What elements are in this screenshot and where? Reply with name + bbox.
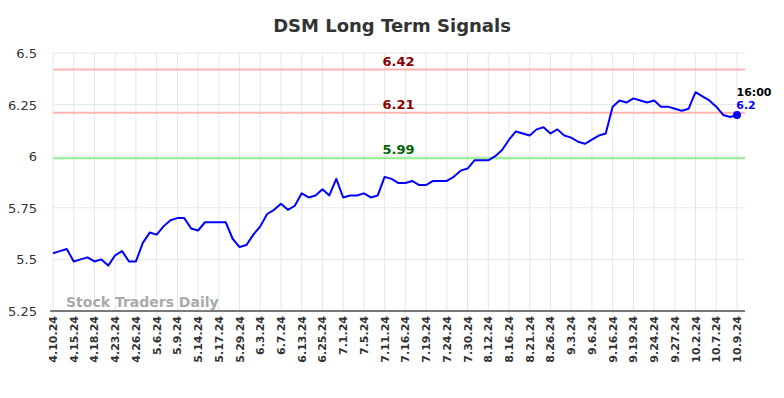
grid-line — [591, 53, 592, 311]
grid-line — [654, 53, 655, 311]
grid-line — [571, 53, 572, 311]
grid-line — [529, 53, 530, 311]
grid-line — [94, 53, 95, 311]
grid-line — [218, 53, 219, 311]
x-tick-label: 9.27.24 — [669, 316, 682, 363]
grid-line — [73, 53, 74, 311]
x-tick-label: 9.19.24 — [627, 316, 640, 363]
x-tick-label: 7.11.24 — [379, 316, 392, 363]
x-tick-label: 9.3.24 — [565, 316, 578, 355]
x-tick-label: 6.7.24 — [275, 316, 288, 355]
grid-line — [156, 53, 157, 311]
grid-line — [260, 53, 261, 311]
chart: DSM Long Term Signals 5.25 5.5 5.75 6 6.25 6.5… — [0, 0, 784, 398]
x-tick-label: 10.9.24 — [731, 316, 744, 363]
y-tick-label: 5.25 — [8, 304, 37, 319]
reference-line — [53, 157, 745, 159]
grid-line — [488, 53, 489, 311]
x-tick-label: 4.18.24 — [88, 316, 101, 363]
grid-line — [239, 53, 240, 311]
x-tick-label: 10.2.24 — [690, 316, 703, 363]
x-tick-label: 7.24.24 — [441, 316, 454, 363]
x-tick-label: 7.30.24 — [462, 316, 475, 363]
last-value: 6.2 — [736, 99, 756, 112]
grid-line — [384, 53, 385, 311]
grid-line — [612, 53, 613, 311]
grid-line — [446, 53, 447, 311]
x-tick-label: 4.26.24 — [130, 316, 143, 363]
y-tick-label: 6 — [29, 149, 37, 164]
x-tick-label: 7.1.24 — [337, 316, 350, 355]
x-tick-label: 6.25.24 — [316, 316, 329, 363]
x-tick-label: 5.29.24 — [234, 316, 247, 363]
x-tick-label: 5.14.24 — [192, 316, 205, 363]
x-tick-label: 5.9.24 — [171, 316, 184, 355]
grid-line — [509, 53, 510, 311]
grid-line — [135, 53, 136, 311]
watermark: Stock Traders Daily — [66, 294, 219, 310]
x-axis — [50, 311, 745, 312]
x-tick-label: 8.21.24 — [524, 316, 537, 363]
grid-line — [633, 53, 634, 311]
x-tick-label: 6.3.24 — [254, 316, 267, 355]
reference-label: 5.99 — [382, 142, 414, 157]
x-tick-label: 9.6.24 — [586, 316, 599, 355]
grid-line — [716, 53, 717, 311]
grid-line — [363, 53, 364, 311]
title: DSM Long Term Signals — [273, 15, 511, 36]
y-tick-label: 5.5 — [16, 252, 37, 267]
grid-line — [322, 53, 323, 311]
plot — [53, 92, 741, 265]
grid-line — [198, 53, 199, 311]
grid-line — [674, 53, 675, 311]
x-tick-label: 8.16.24 — [503, 316, 516, 363]
y-tick-label: 5.75 — [8, 201, 37, 216]
grid-line — [426, 53, 427, 311]
grid-line — [177, 53, 178, 311]
x-tick-label: 7.5.24 — [358, 316, 371, 355]
reference-label: 6.42 — [382, 54, 414, 69]
grid-line — [467, 53, 468, 311]
x-tick-label: 9.24.24 — [648, 316, 661, 363]
x-tick-label: 9.16.24 — [607, 316, 620, 363]
reference-label: 6.21 — [382, 97, 414, 112]
price-line — [53, 92, 737, 265]
x-tick-label: 7.16.24 — [399, 316, 412, 363]
grid-line — [281, 53, 282, 311]
reference-line — [53, 112, 745, 114]
grid-line — [115, 53, 116, 311]
last-time: 16:00 — [736, 86, 771, 99]
reference-line — [53, 69, 745, 71]
x-tick-label: 10.7.24 — [710, 316, 723, 363]
grid-line — [301, 53, 302, 311]
grid-line — [550, 53, 551, 311]
x-tick-label: 5.6.24 — [151, 316, 164, 355]
x-tick-label: 7.19.24 — [420, 316, 433, 363]
grid-line — [53, 53, 54, 311]
y-tick-label: 6.5 — [16, 46, 37, 61]
x-tick-label: 5.17.24 — [213, 316, 226, 363]
x-tick-label: 6.13.24 — [296, 316, 309, 363]
x-tick-label: 4.23.24 — [109, 316, 122, 363]
x-tick-label: 4.15.24 — [68, 316, 81, 363]
x-tick-label: 8.12.24 — [482, 316, 495, 363]
grid-line — [343, 53, 344, 311]
last-point — [733, 111, 741, 119]
x-tick-label: 4.10.24 — [47, 316, 60, 363]
y-tick-label: 6.25 — [8, 98, 37, 113]
x-tick-label: 8.26.24 — [544, 316, 557, 363]
